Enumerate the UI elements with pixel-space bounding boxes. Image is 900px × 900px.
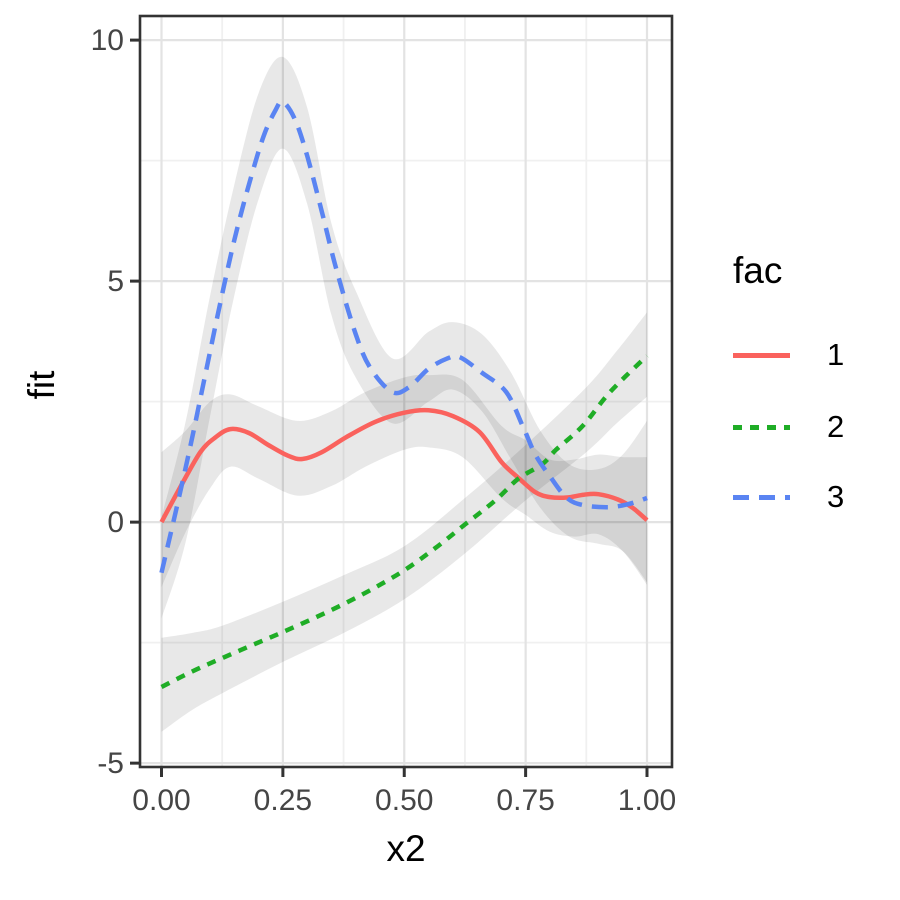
y-tick-label: -5 [97,747,124,780]
ribbon-fac2 [161,312,647,732]
smooth-line-fac2 [160,354,649,690]
legend-item-label: 3 [827,479,845,514]
legend-item-label: 2 [827,409,845,444]
x-tick-label: 0.50 [375,784,433,817]
confidence-ribbons [161,56,647,732]
y-tick-label: 0 [107,506,124,539]
x-tick-label: 0.25 [254,784,312,817]
y-tick-label: 10 [91,24,124,57]
legend-title: fac [733,250,783,291]
legend-item-fac2: 2 [733,407,844,447]
smooth-lines [159,99,649,690]
legend: fac 1 2 3 [733,250,898,514]
x-tick-label: 0.75 [496,784,554,817]
y-axis-title: fit [21,370,62,400]
x-tick-label: 1.00 [618,784,676,817]
smooth-line-fac1 [159,407,649,524]
smooth-line-fac3 [159,99,648,574]
legend-key-dashed-blue-line [733,494,790,500]
axes: 0.00 0.25 0.50 0.75 1.00 -5 0 5 10 [91,24,677,817]
legend-item-label: 1 [827,337,845,372]
x-axis-title: x2 [386,828,426,869]
legend-item-fac1: 1 [733,335,844,375]
legend-key-dotted-green-line [733,424,790,430]
ribbon-fac1 [161,374,647,588]
legend-key-solid-red-line [733,352,790,358]
y-tick-label: 5 [107,265,124,298]
x-tick-label: 0.00 [132,784,190,817]
legend-item-fac3: 3 [733,477,844,517]
panel-border [138,14,674,769]
ribbon-fac3 [161,56,647,619]
